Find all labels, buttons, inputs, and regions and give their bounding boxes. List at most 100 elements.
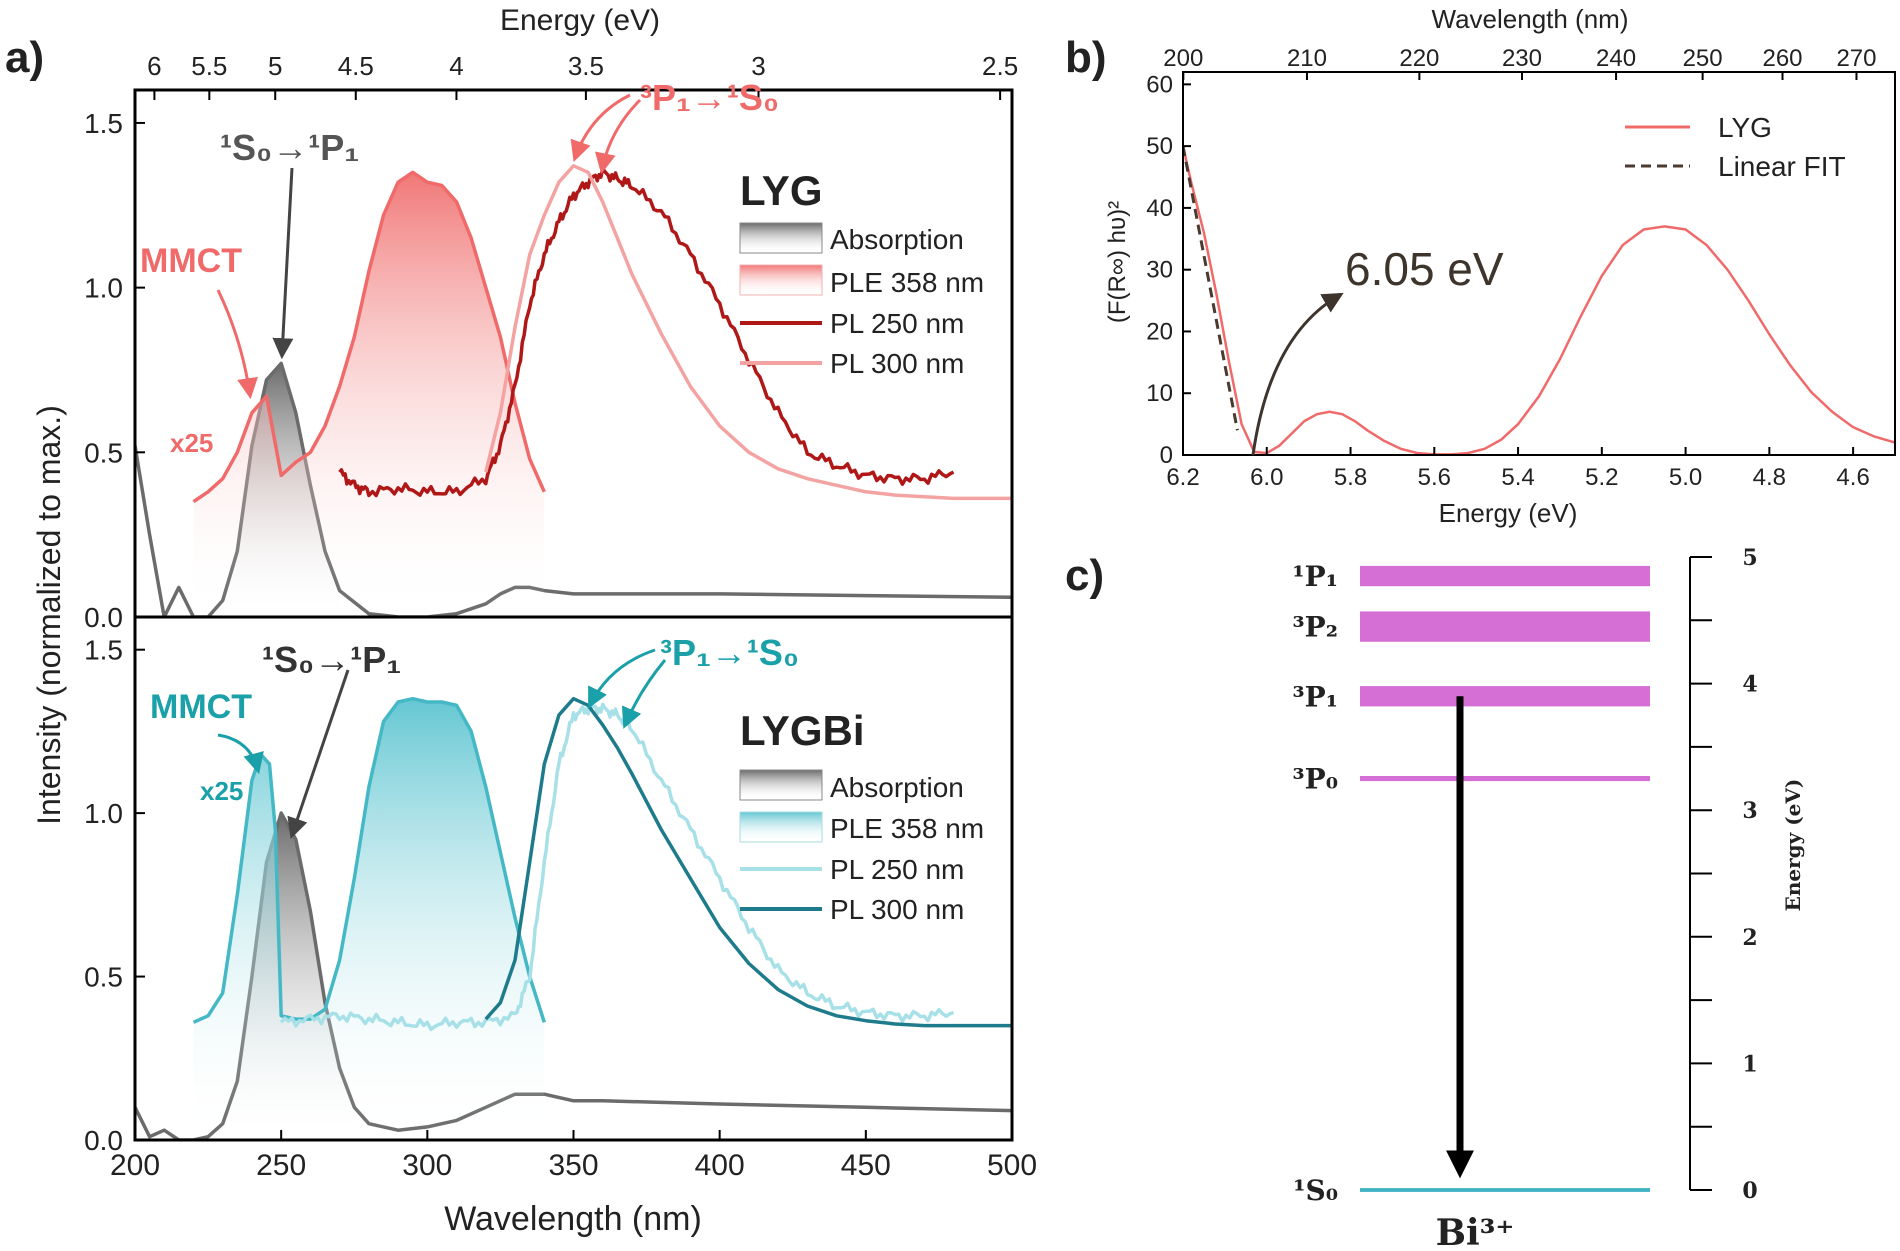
panel-b-top-xlabel: Wavelength (nm)	[1432, 4, 1629, 34]
lygbi-abs-transition: ¹S₀→¹P₁	[262, 639, 401, 680]
c-level-label-4: ¹S₀	[1293, 1174, 1338, 1207]
lygbi-ple-358-nm-area	[193, 698, 545, 1140]
c-level-2	[1360, 686, 1650, 707]
panel-b-frame	[1182, 71, 1896, 456]
a-ytick-label: 0.0	[84, 602, 123, 633]
lygbi-pl-300-nm-line	[484, 696, 1012, 1028]
a-xtick-label: 250	[256, 1149, 306, 1182]
panel-b-plot	[1183, 145, 1895, 455]
panel-label-c: c)	[1065, 551, 1104, 600]
lygbi-abs-arrow	[287, 669, 350, 839]
c-ytick-label: 0	[1742, 1178, 1757, 1204]
lyg-pl-300-nm-line	[484, 164, 1012, 501]
panel-c-diagram: 0 1 2 3 4 5 ¹P₁ ³P₂ ³P₁ ³P₀ ¹S₀	[1292, 545, 1757, 1207]
lyg-abs-arrow	[272, 167, 294, 360]
b-xtick-label: 4.8	[1753, 464, 1786, 491]
panel-b-lyg-line	[1183, 145, 1895, 455]
b-top-tick-label: 260	[1762, 45, 1802, 72]
lyg-legend-title: LYG	[740, 167, 822, 214]
lyg-ple-358-nm-area	[193, 172, 545, 617]
lygbi-legend: Absorption PLE 358 nm PL 250 nm PL 300 n…	[739, 769, 984, 925]
lyg-legend-ple: PLE 358 nm	[830, 267, 984, 298]
a-top-tick-label: 5.5	[191, 51, 227, 81]
c-ytick-label: 2	[1742, 925, 1757, 951]
lyg-em-arrow-2	[595, 98, 642, 175]
lyg-em-transition: ³P₁→¹S₀	[640, 77, 779, 118]
c-level-4	[1360, 1188, 1650, 1192]
lygbi-legend-ple-swatch	[739, 811, 823, 843]
lyg-ple-358-nm-line	[192, 170, 546, 504]
a-xtick-label: 200	[110, 1149, 160, 1182]
c-ytick-label: 4	[1742, 672, 1757, 698]
b-top-tick-label: 210	[1287, 45, 1327, 72]
a-ytick-label: 1.5	[84, 108, 123, 139]
panel-a-xlabel: Wavelength (nm)	[444, 1200, 702, 1238]
b-ytick-label: 30	[1146, 257, 1173, 284]
b-ytick-label: 50	[1146, 133, 1173, 160]
b-top-tick-label: 220	[1399, 45, 1439, 72]
panel-b-fit-line	[1183, 145, 1239, 431]
panel-c-ylabel: Energy (eV)	[1781, 779, 1805, 912]
c-ytick-label: 1	[1742, 1051, 1757, 1077]
b-ytick-label: 10	[1146, 380, 1173, 407]
lyg-legend-ple-swatch	[739, 264, 823, 296]
a-xtick-label: 450	[841, 1149, 891, 1182]
lyg-mmct-arrow	[216, 289, 258, 400]
c-level-0	[1360, 565, 1650, 587]
lyg-abs-transition: ¹S₀→¹P₁	[220, 127, 359, 168]
b-xtick-label: 5.2	[1585, 464, 1618, 491]
b-ytick-label: 20	[1146, 318, 1173, 345]
panel-c-ion-label: Bi³⁺	[1436, 1212, 1515, 1251]
c-ytick-label: 3	[1742, 798, 1757, 824]
lygbi-legend-ple: PLE 358 nm	[830, 813, 984, 844]
a-top-tick-label: 5	[268, 51, 282, 81]
c-level-label-2: ³P₁	[1292, 680, 1338, 713]
lygbi-em-arrow-2	[621, 659, 667, 729]
lyg-legend-absorption-swatch	[739, 222, 823, 254]
c-level-1	[1360, 611, 1650, 642]
panel-b-annotation: 6.05 eV	[1345, 243, 1504, 295]
a-ytick-label: 0.5	[84, 962, 123, 993]
b-top-tick-label: 270	[1836, 45, 1876, 72]
c-ytick-label: 5	[1742, 545, 1757, 571]
b-top-tick-label: 240	[1596, 45, 1636, 72]
c-level-label-3: ³P₀	[1292, 763, 1338, 796]
b-top-tick-label: 200	[1163, 45, 1203, 72]
panel-a-top-plot	[135, 164, 1012, 617]
lyg-em-arrow-1	[570, 93, 631, 162]
lyg-scale-label: x25	[170, 428, 213, 458]
panel-label-a: a)	[5, 33, 44, 82]
a-ytick-label: 0.5	[84, 437, 123, 468]
b-top-tick-label: 250	[1683, 45, 1723, 72]
lyg-mmct-label: MMCT	[140, 242, 242, 280]
lygbi-mmct-arrow	[217, 733, 264, 775]
a-xtick-label: 300	[402, 1149, 452, 1182]
b-xtick-label: 5.4	[1501, 464, 1534, 491]
lygbi-em-transition: ³P₁→¹S₀	[660, 632, 799, 673]
a-top-tick-label: 3.5	[568, 51, 604, 81]
lygbi-em-arrow-1	[588, 648, 656, 709]
a-xtick-label: 350	[548, 1149, 598, 1182]
panel-a-axes: 200 250 300 350 400 450 500 6 5.5 5 4.5 4 3.5 3 2.5 0.0…	[84, 51, 1037, 1182]
b-xtick-label: 5.0	[1669, 464, 1702, 491]
a-xtick-label: 400	[695, 1149, 745, 1182]
b-ytick-label: 40	[1146, 195, 1173, 222]
lygbi-legend-pl300: PL 300 nm	[830, 894, 964, 925]
b-xtick-label: 6.0	[1250, 464, 1283, 491]
lygbi-mmct-label: MMCT	[150, 688, 252, 726]
panel-a-bottom-plot	[135, 696, 1012, 1140]
panel-b-ylabel: (F(R∞) hυ)²	[1104, 201, 1131, 323]
a-top-tick-label: 4.5	[338, 51, 374, 81]
b-xtick-label: 6.2	[1166, 464, 1199, 491]
lygbi-scale-label: x25	[200, 776, 243, 806]
b-ytick-label: 0	[1160, 442, 1173, 469]
panel-b-legend: LYG Linear FIT	[1625, 112, 1846, 182]
a-xtick-label: 500	[987, 1149, 1037, 1182]
lygbi-legend-absorption-swatch	[739, 769, 823, 801]
panel-b-xlabel: Energy (eV)	[1439, 498, 1578, 528]
a-ytick-label: 1.0	[84, 273, 123, 304]
a-ytick-label: 0.0	[84, 1125, 123, 1156]
a-top-tick-label: 4	[449, 51, 463, 81]
lyg-pl-250-nm-line	[338, 166, 955, 498]
